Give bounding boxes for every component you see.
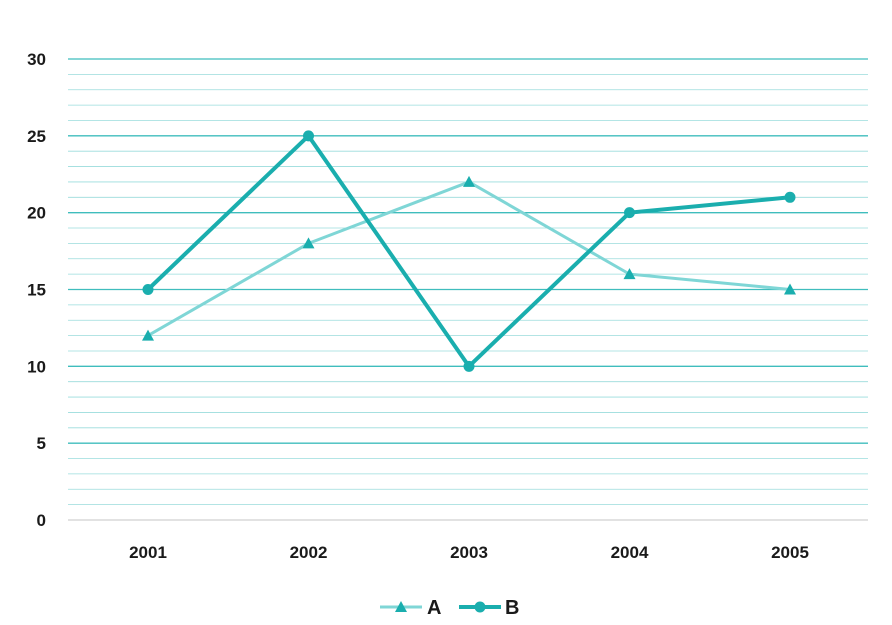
x-tick-label: 2001 <box>129 543 167 562</box>
y-tick-label: 15 <box>27 281 46 300</box>
data-point-circle-marker <box>624 207 635 219</box>
x-tick-label: 2003 <box>450 543 488 562</box>
series-lines <box>142 130 796 372</box>
y-tick-label: 20 <box>27 204 46 223</box>
data-point-triangle-marker <box>142 329 154 341</box>
data-point-triangle-marker <box>302 237 315 249</box>
y-axis-ticks: 0 5 10 15 20 25 30 <box>27 50 46 530</box>
legend-triangle-marker-icon <box>395 601 407 612</box>
data-point-circle-marker <box>303 130 314 142</box>
x-axis-ticks: 2001 2002 2003 2004 2005 <box>129 543 809 562</box>
x-tick-label: 2004 <box>611 543 649 562</box>
y-tick-label: 5 <box>37 434 46 453</box>
x-tick-label: 2005 <box>771 543 809 562</box>
legend-label-b: B <box>505 597 519 619</box>
data-point-circle-marker <box>784 191 796 203</box>
legend: A B <box>380 597 519 619</box>
gridlines <box>68 58 868 521</box>
series-a <box>142 175 796 341</box>
y-tick-label: 10 <box>27 357 46 376</box>
y-tick-label: 25 <box>27 127 46 146</box>
series-b <box>142 130 796 372</box>
data-point-circle-marker <box>142 284 154 295</box>
series-line-b <box>146 133 792 369</box>
data-point-triangle-marker <box>623 268 636 280</box>
data-point-triangle-marker <box>784 283 796 295</box>
legend-item-b: B <box>459 597 519 619</box>
legend-circle-marker-icon <box>474 601 486 613</box>
data-point-triangle-marker <box>463 175 475 187</box>
y-tick-label: 0 <box>37 511 46 530</box>
x-tick-label: 2002 <box>290 543 328 562</box>
y-tick-label: 30 <box>27 50 46 69</box>
legend-label-a: A <box>427 597 441 619</box>
data-point-circle-marker <box>463 360 475 372</box>
legend-item-a: A <box>380 597 441 619</box>
